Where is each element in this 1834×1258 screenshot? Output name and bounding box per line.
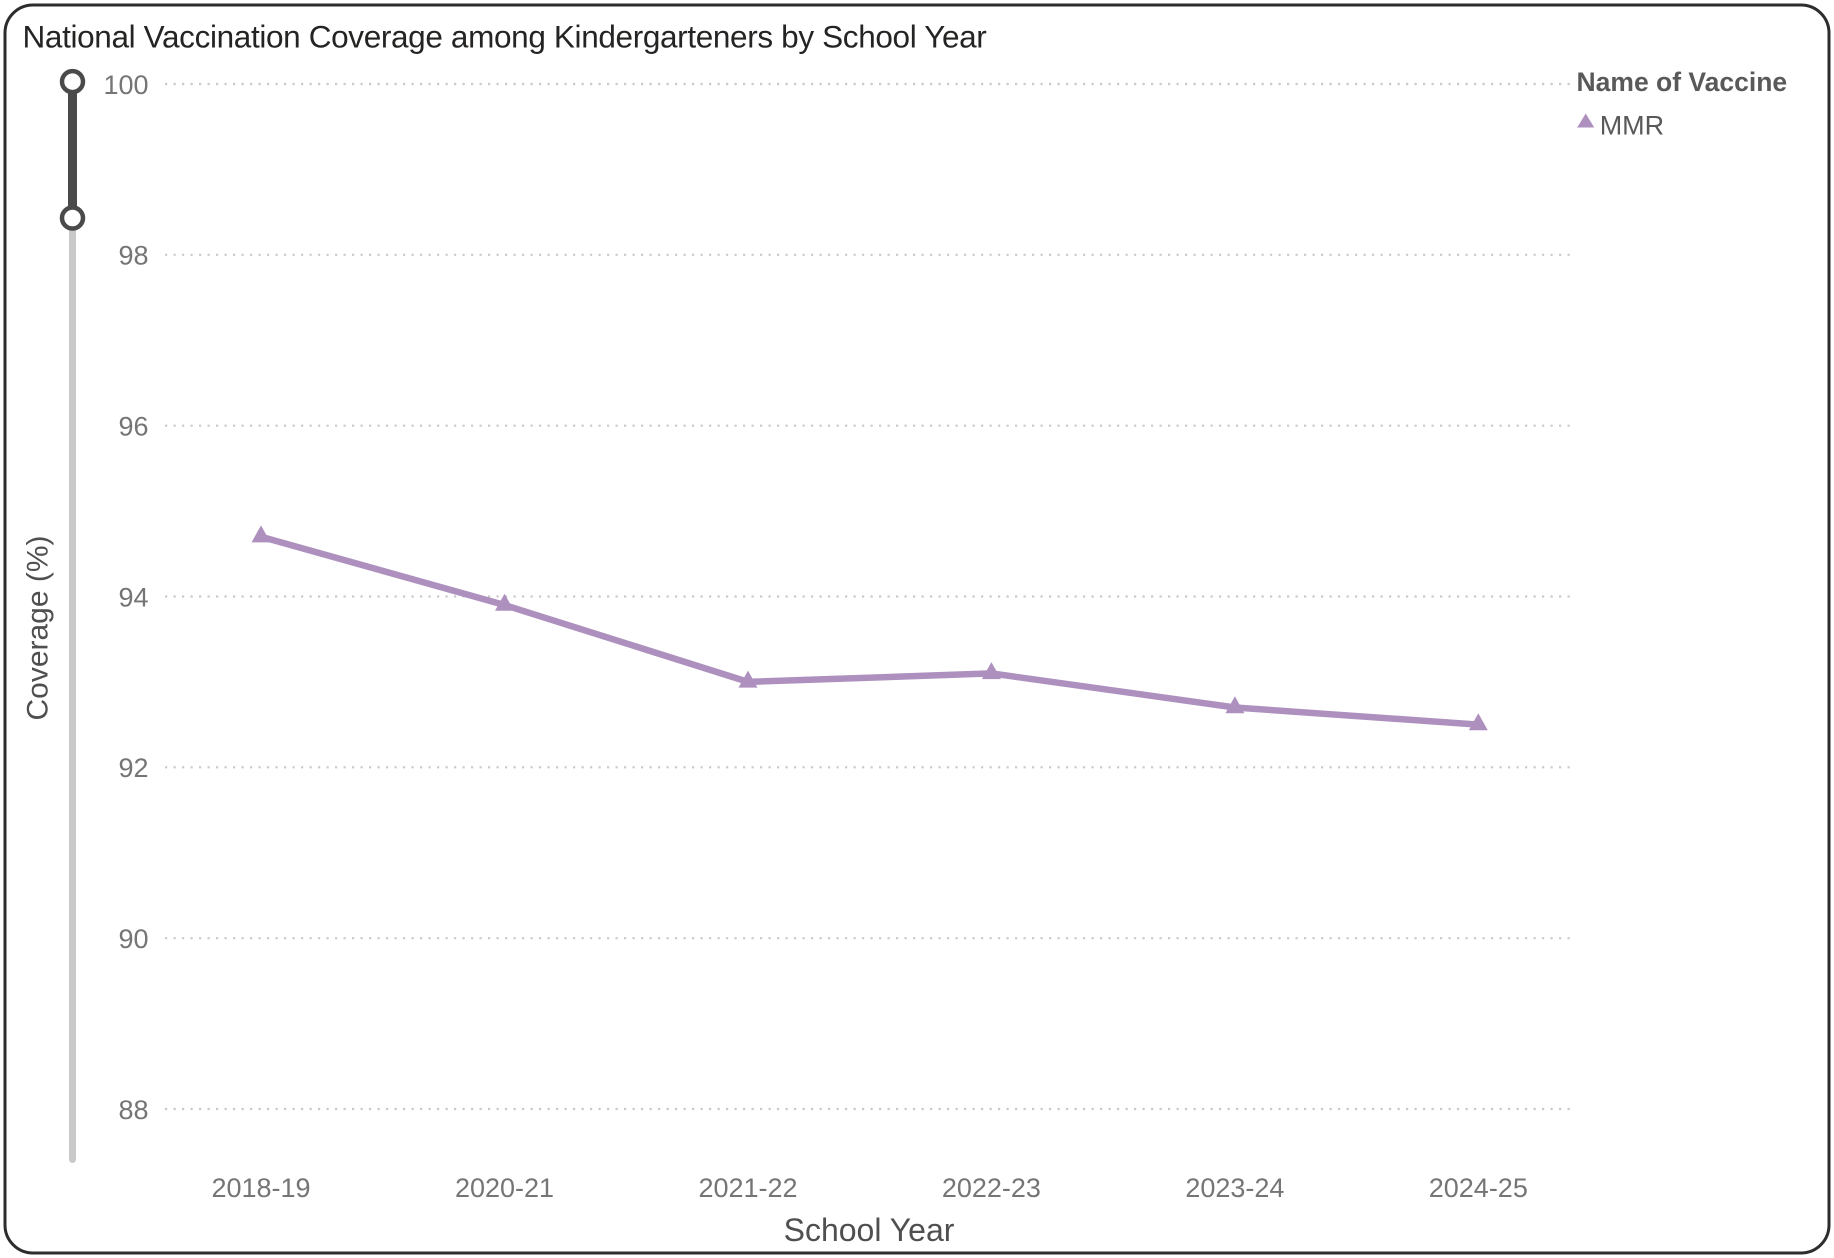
svg-text:2020-21: 2020-21 (455, 1173, 554, 1203)
svg-text:88: 88 (118, 1095, 148, 1125)
svg-text:2018-19: 2018-19 (211, 1173, 310, 1203)
svg-text:2024-25: 2024-25 (1429, 1173, 1528, 1203)
svg-text:98: 98 (118, 241, 148, 271)
svg-text:96: 96 (118, 412, 148, 442)
svg-text:100: 100 (103, 70, 148, 100)
svg-text:National Vaccination Coverage: National Vaccination Coverage among Kind… (23, 19, 987, 55)
svg-text:2021-22: 2021-22 (698, 1173, 797, 1203)
svg-text:2022-23: 2022-23 (942, 1173, 1041, 1203)
svg-text:92: 92 (118, 753, 148, 783)
svg-text:2023-24: 2023-24 (1185, 1173, 1284, 1203)
svg-text:Name of Vaccine: Name of Vaccine (1577, 67, 1788, 97)
svg-text:Coverage (%): Coverage (%) (22, 535, 55, 720)
svg-text:School Year: School Year (784, 1212, 955, 1248)
svg-text:90: 90 (118, 924, 148, 954)
svg-text:94: 94 (118, 582, 148, 612)
svg-text:MMR: MMR (1600, 111, 1664, 141)
